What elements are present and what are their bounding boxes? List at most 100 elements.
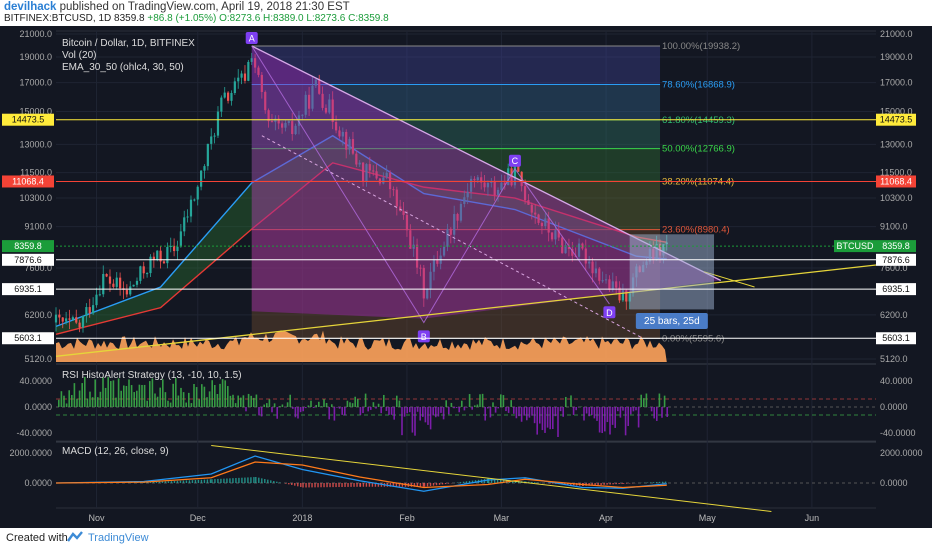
rsi-bar xyxy=(479,394,481,407)
x-tick-label: Jun xyxy=(805,513,820,523)
macd-bar xyxy=(398,483,401,487)
macd-bar xyxy=(273,481,275,483)
y-tick-label-left: 11500.0 xyxy=(20,168,52,178)
candle-body xyxy=(584,248,587,264)
candle-body xyxy=(409,230,412,249)
macd-histogram xyxy=(59,477,667,488)
candle-body xyxy=(54,314,58,323)
macd-bar xyxy=(223,478,225,483)
candle-body xyxy=(162,261,166,264)
rsi-bar xyxy=(333,407,336,421)
author-link[interactable]: devilhack xyxy=(4,1,57,13)
candle-body xyxy=(419,267,422,269)
macd-bar xyxy=(338,483,340,488)
macd-bar xyxy=(612,483,614,485)
macd-bar xyxy=(229,478,231,483)
price-tag-right-text: 5603.1 xyxy=(882,333,910,343)
macd-bar xyxy=(232,478,234,483)
candle-body xyxy=(517,165,520,172)
fib-level-label: 0.00%(5595.6) xyxy=(662,334,724,345)
macd-bar xyxy=(444,483,447,485)
rsi-bar xyxy=(372,402,375,407)
rsi-bar xyxy=(307,405,310,407)
rsi-bar xyxy=(260,407,263,417)
rsi-bar xyxy=(448,407,450,415)
candle-body xyxy=(112,283,115,287)
rsi-bar xyxy=(328,407,330,420)
rsi-bar xyxy=(271,407,273,413)
rsi-bar xyxy=(208,391,211,407)
candle-body xyxy=(601,280,604,282)
y-tick-label-left: 10300.0 xyxy=(19,193,52,203)
candle-body xyxy=(108,276,112,284)
rsi-bar xyxy=(552,407,554,430)
rsi-bar xyxy=(554,407,557,417)
macd-bar xyxy=(214,479,216,483)
macd-bar xyxy=(200,479,203,483)
rsi-bar xyxy=(136,390,138,407)
rsi-bar xyxy=(224,380,226,407)
rsi-bar xyxy=(84,376,86,407)
macd-bar xyxy=(353,483,355,487)
rsi-bar xyxy=(58,399,60,407)
macd-bar xyxy=(258,477,260,483)
rsi-bar xyxy=(203,386,206,407)
rsi-bar xyxy=(331,404,333,407)
rsi-bar xyxy=(338,407,341,409)
rsi-bar xyxy=(559,407,562,412)
candle-body xyxy=(95,294,98,306)
rsi-bar xyxy=(583,407,585,421)
candle-body xyxy=(159,250,162,262)
price-tag-left xyxy=(2,283,54,296)
rsi-bar xyxy=(294,407,297,418)
candle-body xyxy=(301,114,304,116)
macd-bar xyxy=(374,483,377,487)
tradingview-brand[interactable]: TradingView xyxy=(88,532,149,544)
macd-bar xyxy=(241,477,243,483)
candle-body xyxy=(453,214,456,235)
macd-bar xyxy=(486,478,489,483)
rsi-tick-label-left: 40.0000 xyxy=(19,376,52,386)
rsi-bar xyxy=(643,398,645,407)
candle-body xyxy=(483,182,486,188)
y-tick-label-left: 15000.0 xyxy=(19,106,52,116)
candle-body xyxy=(176,246,179,252)
price-tag-left xyxy=(2,253,54,266)
macd-bar xyxy=(468,480,471,483)
macd-bar xyxy=(435,483,438,486)
candle-body xyxy=(469,178,473,192)
candle-body xyxy=(135,280,139,285)
y-tick-label-right: 5120.0 xyxy=(880,354,908,364)
rsi-bar xyxy=(162,379,164,407)
rsi-bar xyxy=(227,386,229,407)
point-marker xyxy=(245,31,258,44)
macd-bar xyxy=(655,482,658,483)
macd-bar xyxy=(311,483,313,488)
candle-body xyxy=(372,170,375,172)
macd-bar xyxy=(188,480,191,483)
macd-bar xyxy=(209,479,212,483)
rsi-bar xyxy=(362,407,364,413)
rsi-bar xyxy=(268,399,271,407)
x-tick-label: Apr xyxy=(599,513,613,523)
rsi-bar xyxy=(409,407,411,413)
rsi-bar xyxy=(398,400,401,407)
macd-bar xyxy=(597,483,599,486)
price-tag-right xyxy=(876,253,916,266)
rsi-bar xyxy=(598,407,601,433)
macd-bar xyxy=(490,478,493,483)
macd-bar xyxy=(615,483,617,485)
macd-bar xyxy=(423,483,426,487)
candle-body xyxy=(594,268,598,274)
rsi-bar xyxy=(663,395,666,407)
x-tick-label: Feb xyxy=(399,513,415,523)
rsi-bar xyxy=(401,407,403,436)
rsi-histogram xyxy=(58,376,668,438)
candle-body xyxy=(365,164,368,182)
candle-body xyxy=(183,217,186,232)
point-label-text: C xyxy=(512,156,519,166)
rsi-bar xyxy=(411,407,414,433)
rsi-bar xyxy=(266,403,268,407)
rsi-bar xyxy=(138,384,141,407)
